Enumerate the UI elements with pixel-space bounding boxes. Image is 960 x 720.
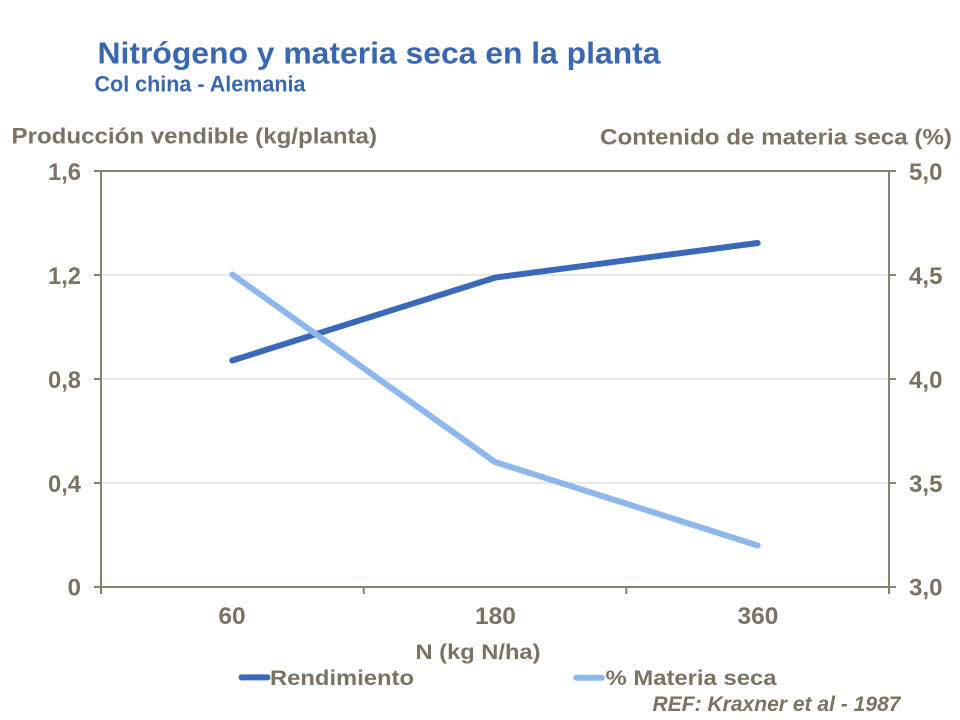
svg-text:N (kg N/ha): N (kg N/ha) — [416, 640, 541, 664]
svg-text:Col china - Alemania: Col china - Alemania — [95, 72, 307, 97]
svg-text:1,6: 1,6 — [48, 159, 81, 186]
svg-text:Nitrógeno y materia seca en la: Nitrógeno y materia seca en la planta — [98, 36, 662, 71]
svg-text:1,2: 1,2 — [48, 263, 81, 290]
svg-text:3,5: 3,5 — [909, 471, 943, 498]
svg-text:% Materia seca: % Materia seca — [606, 667, 777, 690]
svg-text:0,8: 0,8 — [48, 367, 81, 394]
svg-text:Contenido de materia seca (%): Contenido de materia seca (%) — [600, 125, 952, 150]
svg-text:Rendimiento: Rendimiento — [270, 667, 414, 690]
svg-text:4,5: 4,5 — [909, 263, 943, 290]
svg-text:0,4: 0,4 — [48, 471, 81, 498]
svg-text:5,0: 5,0 — [909, 159, 943, 186]
svg-text:60: 60 — [218, 603, 245, 630]
svg-text:3,0: 3,0 — [909, 575, 943, 602]
svg-text:4,0: 4,0 — [909, 367, 943, 394]
svg-text:360: 360 — [738, 603, 779, 630]
svg-text:REF: Kraxner et al - 1987: REF: Kraxner et al - 1987 — [653, 692, 902, 716]
svg-text:Producción vendible (kg/planta: Producción vendible (kg/planta) — [12, 124, 378, 149]
svg-text:180: 180 — [475, 603, 516, 630]
svg-text:0: 0 — [68, 575, 82, 602]
